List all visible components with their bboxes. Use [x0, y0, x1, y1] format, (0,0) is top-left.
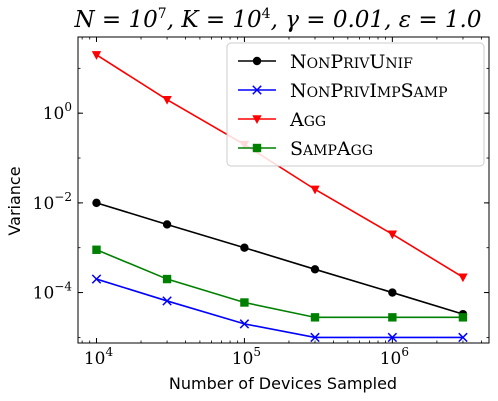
data-point	[310, 313, 320, 322]
legend-label-part: RIV	[343, 56, 370, 72]
chart-title: N = 107, K = 104, γ = 0.01, ε = 1.0	[73, 6, 481, 33]
legend-marker	[252, 115, 262, 124]
legend-label-part: I	[369, 80, 377, 102]
data-point	[310, 265, 320, 274]
tick-base: 10	[43, 104, 65, 124]
legend-label: SAMPAGG	[290, 138, 373, 160]
tick-exponent: −4	[54, 280, 72, 294]
legend-marker	[252, 56, 262, 66]
legend-label: AGG	[289, 109, 326, 131]
series-line	[96, 54, 464, 278]
data-point	[387, 230, 398, 240]
legend-entry: NONPRIVUNIF	[238, 51, 413, 73]
legend-label-part: RIV	[343, 85, 370, 101]
plot-frame	[77, 36, 490, 344]
y-tick-label: 100	[43, 100, 72, 124]
legend-label-part: N	[290, 51, 307, 73]
data-point	[458, 332, 468, 343]
tick-base: 10	[33, 194, 55, 214]
y-tick-label: 10−4	[33, 280, 73, 304]
plot-area: 104 105 10610−410−2100NONPRIVUNIFNONPRIVIM…	[33, 36, 490, 369]
legend-label-part: A	[289, 109, 304, 131]
data-point	[239, 319, 250, 329]
tick-base: 10	[33, 284, 55, 304]
x-tick-label: 105	[232, 345, 261, 369]
legend-box	[226, 42, 485, 167]
series-line	[96, 278, 463, 339]
tick-base: 10	[84, 349, 106, 369]
legend-label-part: P	[330, 51, 343, 73]
series-nonprivimpsamp	[91, 274, 468, 343]
tick-exponent: 0	[64, 100, 72, 114]
legend-label-part: GG	[351, 143, 373, 159]
legend-marker	[252, 143, 262, 153]
legend-label-part: S	[290, 138, 303, 160]
series-nonprivunif	[92, 198, 468, 319]
x-tick-label: 106	[380, 345, 409, 369]
data-point	[310, 332, 320, 343]
data-point	[162, 95, 172, 105]
data-point	[387, 332, 398, 343]
legend-label-part: P	[330, 80, 343, 102]
legend-label-part: MP	[377, 85, 401, 101]
data-point	[310, 185, 320, 195]
legend-entry: AGG	[238, 109, 326, 131]
y-tick-label: 10−2	[33, 190, 72, 214]
legend-label-part: S	[401, 80, 414, 102]
tick-exponent: −2	[54, 190, 72, 204]
series-sampagg	[92, 245, 468, 322]
data-point	[240, 298, 249, 307]
x-axis-label: Number of Devices Sampled	[169, 374, 397, 393]
data-point	[162, 220, 172, 229]
legend-label-part: AMP	[413, 85, 448, 101]
series-line	[96, 249, 463, 319]
tick-exponent: 4	[105, 345, 113, 359]
data-point	[458, 273, 468, 283]
data-point	[92, 245, 101, 254]
data-point	[388, 313, 397, 322]
tick-base: 10	[232, 349, 254, 369]
legend-label-part: N	[290, 80, 307, 102]
tick-base: 10	[380, 349, 402, 369]
tick-exponent: 6	[401, 345, 409, 359]
data-point	[240, 243, 249, 252]
data-point	[162, 274, 172, 284]
title-n-exponent: 7	[158, 6, 167, 22]
series-line	[96, 202, 464, 315]
legend-label: NONPRIVUNIF	[290, 51, 413, 73]
legend-marker	[252, 85, 262, 95]
legend-label-part: A	[336, 138, 351, 160]
title-k-exponent: 4	[262, 6, 271, 22]
title-k: , K = 10	[167, 7, 262, 33]
title-n: N = 10	[73, 7, 157, 33]
legend-label-part: ON	[307, 85, 331, 101]
data-point	[458, 313, 468, 322]
title-gamma-epsilon: , γ = 0.01, ε = 1.0	[271, 7, 482, 33]
x-tick-label: 104	[84, 345, 114, 369]
legend-label-part: GG	[304, 114, 326, 130]
data-point	[91, 274, 102, 284]
legend-label: NONPRIVIMPSAMP	[290, 80, 448, 102]
legend-entry: NONPRIVIMPSAMP	[238, 80, 448, 102]
data-point	[92, 198, 101, 208]
data-point	[162, 296, 172, 306]
legend-label-part: NIF	[385, 56, 413, 72]
y-axis-label: Variance	[5, 166, 24, 235]
legend-label-part: AMP	[302, 143, 337, 159]
data-point	[91, 51, 102, 60]
tick-exponent: 5	[253, 345, 261, 359]
data-point	[388, 288, 397, 297]
legend-label-part: U	[369, 51, 385, 73]
legend-label-part: ON	[307, 56, 331, 72]
legend-entry: SAMPAGG	[238, 138, 373, 160]
